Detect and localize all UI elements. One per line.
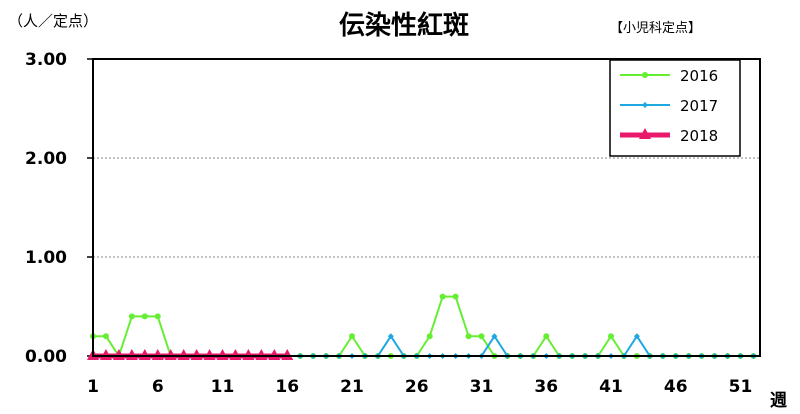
- x-tick-label: 31: [470, 377, 494, 397]
- legend-marker-2016: [642, 72, 648, 78]
- legend: 2016 2017 2018: [609, 59, 741, 157]
- chart-title: 伝染性紅斑: [339, 11, 469, 41]
- data-point-2018: [138, 349, 151, 360]
- data-point-2018: [229, 349, 242, 360]
- data-point-2018: [268, 349, 281, 360]
- data-point-2017: [387, 333, 394, 340]
- x-tick-label: 41: [599, 377, 623, 397]
- y-tick-label: 2.00: [25, 149, 67, 169]
- y-tick-label: 0.00: [25, 347, 67, 367]
- data-point-2018: [216, 349, 229, 360]
- x-axis-label: 週: [770, 391, 787, 411]
- x-tick-label: 16: [275, 377, 299, 397]
- data-point-2018: [203, 349, 216, 360]
- x-tick-label: 6: [152, 377, 164, 397]
- series-2018: [87, 349, 294, 360]
- x-tick-label: 26: [405, 377, 429, 397]
- x-tick-label: 11: [211, 377, 235, 397]
- x-tick-label: 36: [534, 377, 558, 397]
- data-point-2018: [112, 349, 125, 360]
- legend-marker-2017: [642, 102, 648, 108]
- data-point-2016: [543, 333, 550, 340]
- data-point-2017: [491, 333, 498, 340]
- data-point-2016: [465, 333, 472, 340]
- unit-label: （人／定点）: [8, 12, 98, 30]
- legend-label-2018: 2018: [680, 127, 718, 145]
- data-point-2018: [125, 349, 138, 360]
- data-point-2016: [141, 313, 148, 320]
- legend-label-2017: 2017: [680, 97, 718, 115]
- data-point-2016: [478, 333, 485, 340]
- chart-subtitle: 【小児科定点】: [610, 21, 701, 36]
- series-2016: [90, 293, 757, 359]
- data-point-2018: [281, 349, 294, 360]
- data-point-2016: [608, 333, 614, 340]
- x-axis-ticks: 1 6 11 16 21 26 31 36 41 46 51: [87, 377, 752, 397]
- data-point-2018: [190, 349, 203, 360]
- data-point-2018: [255, 349, 268, 360]
- series-layer: [87, 293, 757, 360]
- data-point-2016: [349, 333, 355, 340]
- data-point-2016: [154, 313, 161, 320]
- y-tick-label: 1.00: [25, 248, 67, 268]
- data-point-2016: [426, 333, 433, 340]
- data-point-2018: [99, 349, 112, 360]
- gridlines: [93, 157, 760, 258]
- data-point-2016: [102, 333, 109, 340]
- data-point-2016: [439, 293, 446, 300]
- data-point-2018: [242, 349, 255, 360]
- y-tick-label: 3.00: [25, 50, 67, 70]
- data-point-2018: [164, 349, 177, 360]
- plot-border: [92, 58, 761, 357]
- legend-label-2016: 2016: [680, 67, 718, 85]
- data-point-2016: [452, 293, 459, 300]
- x-tick-label: 46: [664, 377, 688, 397]
- data-point-2018: [151, 349, 164, 360]
- data-point-2017: [633, 333, 640, 340]
- legend-marker-2018: [639, 128, 651, 139]
- y-axis-ticks: 0.00 1.00 2.00 3.00: [25, 50, 93, 367]
- x-tick-label: 21: [340, 377, 364, 397]
- x-tick-label: 1: [87, 377, 99, 397]
- x-tick-label: 51: [729, 377, 753, 397]
- series-line-2016: [93, 295, 754, 357]
- data-point-2016: [128, 313, 135, 320]
- data-point-2018: [177, 349, 190, 360]
